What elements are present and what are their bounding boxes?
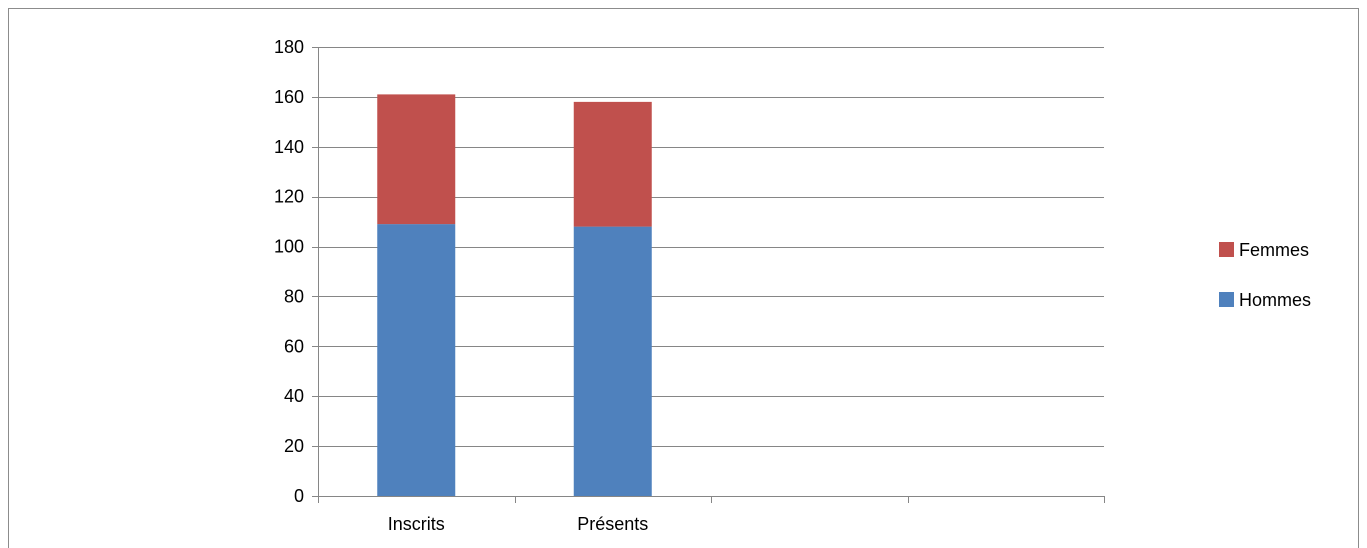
y-tick-label-0: 0 <box>294 486 304 506</box>
y-tick-label-140: 140 <box>274 137 304 157</box>
x-tick-label-1: Présents <box>577 514 648 534</box>
legend-swatch-femmes <box>1219 242 1234 257</box>
y-tick-label-120: 120 <box>274 187 304 207</box>
y-tick-label-40: 40 <box>284 386 304 406</box>
legend-swatch-hommes <box>1219 292 1234 307</box>
y-tick-label-80: 80 <box>284 286 304 306</box>
bar-femmes-Inscrits <box>377 94 456 225</box>
y-axis-tick-labels: 0 20 40 60 80 100 120 140 160 180 <box>274 37 304 506</box>
chart-frame <box>8 8 1359 548</box>
y-tick-label-180: 180 <box>274 37 304 57</box>
bar-femmes-Présents <box>573 101 652 227</box>
bar-hommes-Inscrits <box>377 224 456 496</box>
y-tick-label-60: 60 <box>284 336 304 356</box>
bar-hommes-Présents <box>573 226 652 496</box>
y-tick-label-100: 100 <box>274 237 304 257</box>
legend: Femmes Hommes <box>1219 240 1311 310</box>
axes <box>312 47 1105 503</box>
x-tick-label-0: Inscrits <box>388 514 445 534</box>
y-tick-label-160: 160 <box>274 87 304 107</box>
legend-label-femmes: Femmes <box>1239 240 1309 260</box>
x-axis-tick-labels: Inscrits Présents <box>388 514 649 534</box>
legend-label-hommes: Hommes <box>1239 290 1311 310</box>
y-tick-label-20: 20 <box>284 436 304 456</box>
bars <box>377 94 652 496</box>
